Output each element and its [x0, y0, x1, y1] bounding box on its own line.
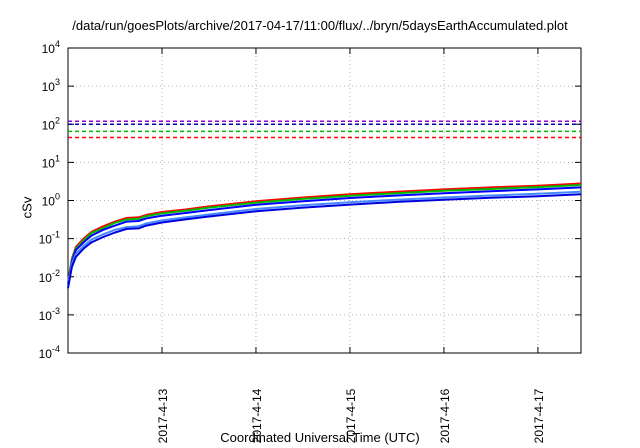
y-tick-label: 10-3 [39, 306, 60, 323]
y-tick-exponent: -1 [52, 230, 60, 240]
y-tick-base: 10 [42, 80, 56, 94]
series-line [67, 186, 582, 286]
y-tick-base: 10 [39, 233, 53, 247]
y-tick-label: 100 [42, 192, 60, 209]
y-tick-label: 103 [42, 77, 60, 94]
y-tick-base: 10 [42, 42, 56, 56]
x-tick-label: 2017-4-14 [250, 388, 264, 443]
y-tick-exponent: -4 [52, 344, 60, 354]
y-tick-exponent: -3 [52, 306, 60, 316]
y-tick-base: 10 [39, 309, 53, 323]
y-tick-exponent: -2 [52, 268, 60, 278]
x-axis-label: Coordinated Universal Time (UTC) [220, 430, 420, 445]
y-tick-base: 10 [39, 271, 53, 285]
y-tick-label: 102 [42, 115, 60, 132]
series-line [67, 184, 582, 285]
series-line [67, 182, 582, 283]
y-tick-label: 101 [42, 153, 60, 170]
x-tick-label: 2017-4-15 [344, 388, 358, 443]
chart-title: /data/run/goesPlots/archive/2017-04-17/1… [72, 18, 568, 33]
y-tick-base: 10 [42, 195, 56, 209]
series-layer [67, 120, 582, 289]
ticks-layer: 10-410-310-210-11001011021031042017-4-13… [39, 39, 581, 443]
y-tick-label: 10-4 [39, 344, 60, 361]
y-tick-label: 10-2 [39, 268, 60, 285]
y-tick-label: 10-1 [39, 230, 60, 247]
y-tick-exponent: 0 [55, 192, 60, 202]
y-tick-base: 10 [42, 118, 56, 132]
y-tick-base: 10 [42, 156, 56, 170]
y-tick-exponent: 3 [55, 77, 60, 87]
series-line [67, 190, 582, 286]
x-tick-label: 2017-4-13 [156, 388, 170, 443]
x-tick-label: 2017-4-16 [438, 388, 452, 443]
y-tick-exponent: 2 [55, 115, 60, 125]
series-line [67, 193, 582, 289]
y-tick-label: 104 [42, 39, 60, 56]
y-tick-exponent: 1 [55, 153, 60, 163]
y-tick-exponent: 4 [55, 39, 60, 49]
x-tick-label: 2017-4-17 [532, 388, 546, 443]
y-tick-base: 10 [39, 347, 53, 361]
